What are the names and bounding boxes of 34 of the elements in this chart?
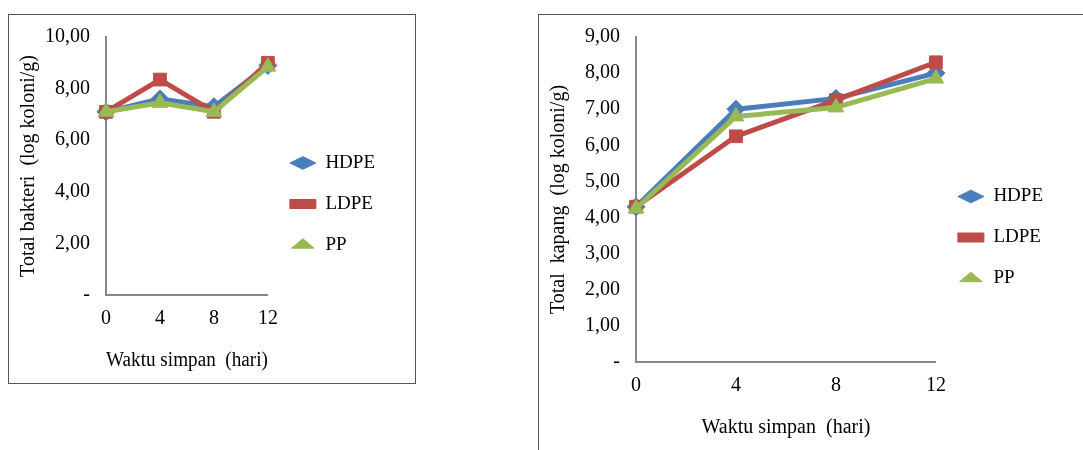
- y-tick-label: 6,00: [585, 132, 620, 155]
- x-tick-label: 4: [154, 306, 165, 329]
- y-tick-label: 5,00: [585, 168, 620, 191]
- y-tick-label: 2,00: [55, 230, 90, 253]
- y-tick-label: -: [83, 282, 90, 305]
- legend-label: LDPE: [993, 225, 1041, 247]
- y-tick-label: 6,00: [55, 127, 90, 150]
- y-tick-label: 1,00: [585, 313, 620, 336]
- x-tick-label: 0: [101, 306, 111, 329]
- y-tick-label: 4,00: [55, 179, 90, 202]
- x-tick-label: 8: [208, 306, 219, 329]
- y-tick-label: 8,00: [55, 75, 90, 98]
- legend-label: HDPE: [325, 150, 376, 172]
- legend-label: HDPE: [993, 184, 1044, 206]
- y-tick-label: 8,00: [585, 60, 620, 83]
- y-axis-title: Total bakteri (log koloni/g): [16, 55, 40, 277]
- y-tick-label: 10,00: [45, 24, 90, 47]
- y-tick-label: 4,00: [585, 204, 620, 227]
- x-tick-label: 0: [631, 373, 641, 396]
- x-tick-label: 12: [925, 373, 946, 396]
- y-tick-label: 3,00: [585, 240, 620, 263]
- legend-label: PP: [325, 232, 347, 254]
- y-tick-label: 9,00: [585, 24, 620, 47]
- x-tick-label: 12: [257, 306, 278, 329]
- legend-label: PP: [993, 266, 1015, 288]
- y-tick-label: 7,00: [585, 96, 620, 119]
- legend-label: LDPE: [325, 191, 373, 213]
- x-tick-label: 8: [830, 373, 841, 396]
- y-tick-label: -: [613, 349, 620, 372]
- y-tick-label: 2,00: [585, 277, 620, 300]
- x-axis-title: Waktu simpan (hari): [701, 415, 871, 439]
- x-axis-title: Waktu simpan (hari): [106, 348, 268, 372]
- x-tick-label: 4: [730, 373, 741, 396]
- y-axis-title: Total kapang (log koloni/g): [546, 84, 570, 315]
